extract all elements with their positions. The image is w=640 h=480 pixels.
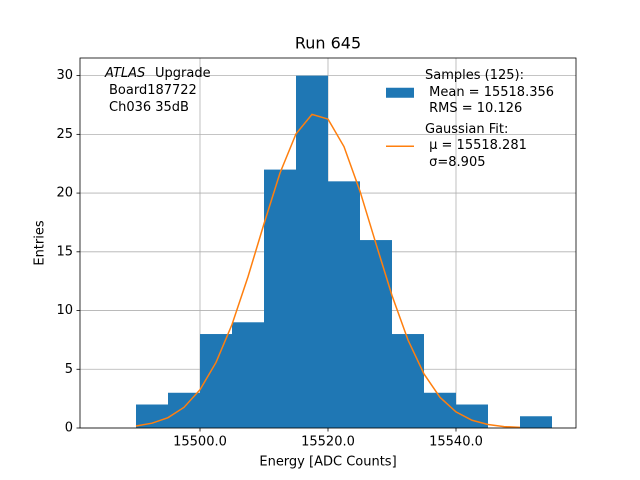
histogram-bar	[360, 240, 392, 428]
histogram-bar	[520, 416, 552, 428]
x-tick-label: 15540.0	[429, 435, 483, 450]
y-tick-label: 0	[65, 421, 73, 436]
marks	[135, 75, 552, 429]
x-tick-label: 15500.0	[173, 435, 227, 450]
y-tick-label: 30	[56, 68, 73, 83]
fit-line	[135, 113, 521, 429]
annotation: Ch036 35dB	[109, 100, 189, 115]
histogram-bar	[136, 404, 168, 428]
annotation: Board187722	[109, 83, 197, 98]
histogram-bar	[328, 181, 360, 428]
histogram-bar	[264, 169, 296, 429]
y-tick-label: 15	[56, 244, 73, 259]
annotation: Upgrade	[155, 66, 211, 81]
legend-swatch	[386, 87, 414, 98]
legend-label: Samples (125): Mean = 15518.356 RMS = 10…	[425, 68, 555, 116]
histogram-bar	[296, 75, 328, 428]
histogram-bar	[168, 392, 200, 428]
x-tick-label: 15520.0	[301, 435, 355, 450]
annotation: ATLAS	[105, 66, 146, 81]
histogram-bar	[232, 322, 264, 428]
y-tick-label: 10	[56, 303, 73, 318]
y-tick-label: 5	[65, 362, 73, 377]
y-tick-label: 25	[56, 127, 73, 142]
legend-label: Gaussian Fit: μ = 15518.281 σ=8.905	[425, 121, 527, 170]
histogram-bar	[392, 334, 424, 428]
y-tick-label: 20	[56, 186, 73, 201]
x-axis-label: Energy [ADC Counts]	[259, 455, 396, 470]
plot-frame	[79, 57, 577, 429]
chart-title: Run 645	[295, 34, 361, 53]
histogram-bar	[456, 404, 488, 428]
y-axis-label: Entries	[33, 220, 48, 266]
histogram-bar	[424, 392, 456, 428]
